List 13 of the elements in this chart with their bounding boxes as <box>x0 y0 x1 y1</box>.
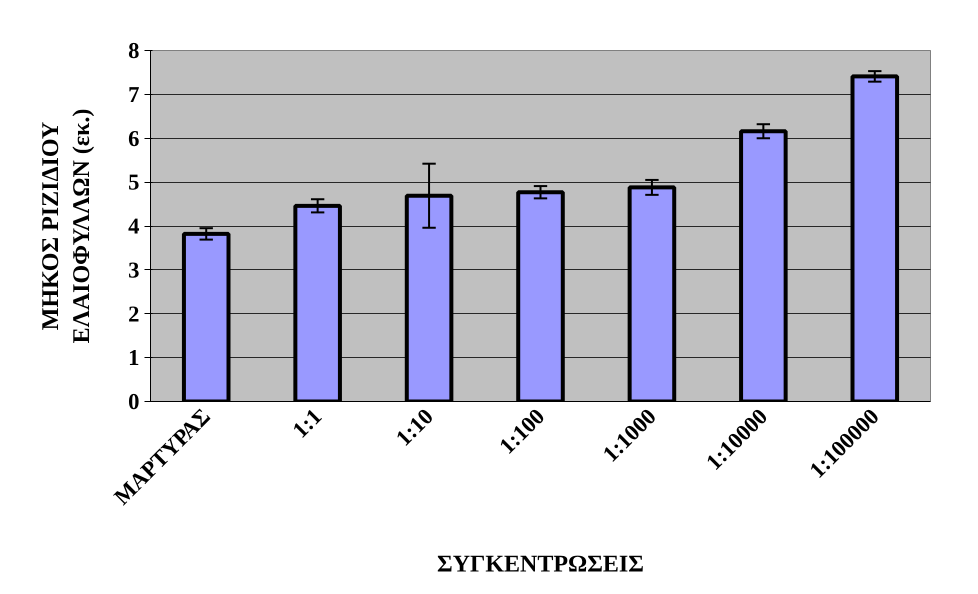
y-tick-label: 2 <box>128 301 140 326</box>
y-tick-label: 0 <box>128 389 140 414</box>
y-tick-label: 5 <box>128 170 140 195</box>
x-tick-label: 1:10 <box>390 404 438 451</box>
x-axis-title: ΣΥΓΚΕΝΤΡΩΣΕΙΣ <box>437 551 644 578</box>
y-tick-label: 3 <box>128 257 140 282</box>
y-tick-label: 7 <box>128 82 140 107</box>
y-tick-label: 1 <box>128 345 140 370</box>
y-axis-title: ΜΗΚΟΣ ΡΙΖΙΔΙΟΥ ΕΛΑΙΟΦΥΛΛΩΝ (εκ.) <box>38 108 96 344</box>
y-tick-label: 6 <box>128 126 140 151</box>
x-tick-label: 1:1 <box>287 404 326 443</box>
y-tick-label: 8 <box>128 38 140 63</box>
y-tick-label: 4 <box>128 214 140 238</box>
